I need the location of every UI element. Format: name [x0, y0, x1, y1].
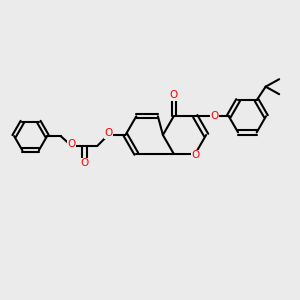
Text: O: O — [68, 139, 76, 149]
Text: O: O — [80, 158, 88, 169]
Text: O: O — [104, 128, 112, 139]
Text: O: O — [191, 150, 200, 160]
Text: O: O — [210, 111, 218, 121]
Text: O: O — [169, 90, 178, 100]
